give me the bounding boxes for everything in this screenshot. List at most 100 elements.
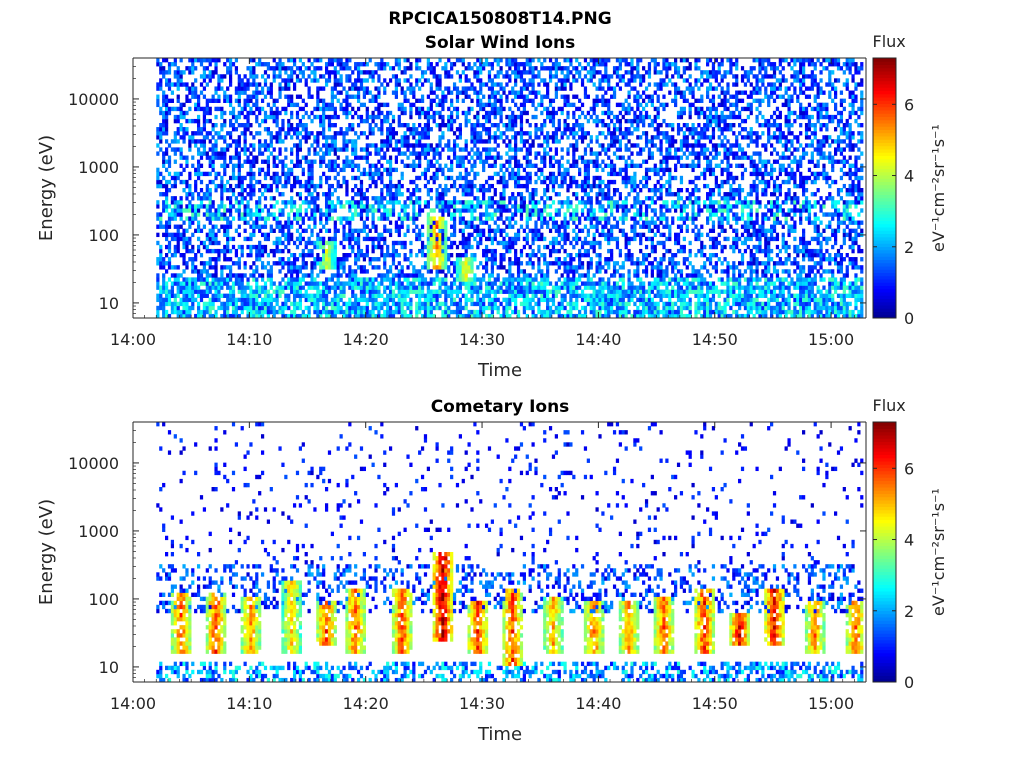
spectrogram-cell	[292, 289, 297, 294]
spectrogram-cell	[214, 309, 218, 315]
spectrogram-cell	[531, 102, 535, 108]
spectrogram-cell	[176, 127, 180, 132]
spectrogram-cell	[479, 123, 483, 128]
spectrogram-cell	[514, 123, 518, 128]
spectrogram-cell	[319, 106, 323, 112]
spectrogram-cell	[226, 240, 230, 246]
spectrogram-cell	[525, 293, 529, 298]
spectrogram-cell	[368, 151, 372, 156]
spectrogram-cell	[231, 293, 236, 298]
spectrogram-cell	[391, 273, 396, 278]
spectrogram-cell	[316, 94, 320, 99]
spectrogram-cell	[531, 196, 535, 201]
spectrogram-cell	[397, 58, 401, 63]
spectrogram-cell	[388, 289, 393, 294]
spectrogram-cell	[377, 244, 381, 250]
spectrogram-cell	[316, 183, 320, 189]
spectrogram-cell	[368, 175, 372, 181]
spectrogram-cell	[406, 289, 410, 294]
spectrogram-cell	[327, 78, 332, 83]
spectrogram-cell	[412, 289, 416, 294]
spectrogram-cell	[546, 289, 550, 294]
spectrogram-cell	[301, 127, 305, 132]
spectrogram-cell	[371, 293, 375, 298]
spectrogram-cell	[237, 232, 241, 238]
spectrogram-cell	[383, 285, 387, 290]
spectrogram-cell	[543, 204, 547, 209]
spectrogram-cell	[351, 248, 355, 254]
spectrogram-cell	[528, 253, 532, 258]
spectrogram-cell	[487, 228, 492, 233]
spectrogram-cell	[281, 183, 285, 189]
spectrogram-cell	[188, 305, 192, 311]
spectrogram-cell	[345, 110, 349, 116]
spectrogram-cell	[473, 253, 477, 258]
spectrogram-cell	[388, 135, 393, 140]
spectrogram-cell	[223, 62, 227, 67]
spectrogram-cell	[249, 175, 253, 181]
spectrogram-cell	[202, 123, 207, 128]
spectrogram-cell	[307, 253, 311, 258]
spectrogram-cell	[208, 289, 212, 294]
spectrogram-cell	[316, 114, 320, 120]
spectrogram-cell	[202, 281, 207, 286]
spectrogram-cell	[345, 98, 349, 103]
spectrogram-cell	[162, 151, 166, 156]
spectrogram-cell	[412, 167, 416, 173]
spectrogram-cell	[249, 212, 253, 217]
spectrogram-cell	[484, 110, 489, 116]
spectrogram-cell	[170, 183, 175, 189]
spectrogram-cell	[287, 175, 291, 181]
spectrogram-cell	[223, 212, 227, 217]
spectrogram-cell	[252, 159, 256, 164]
spectrogram-cell	[249, 301, 253, 307]
spectrogram-cell	[246, 285, 250, 290]
spectrogram-cell	[458, 277, 462, 282]
spectrogram-cell	[429, 236, 433, 242]
spectrogram-cell	[377, 94, 381, 99]
spectrogram-cell	[499, 261, 503, 266]
spectrogram-cell	[531, 98, 535, 103]
spectrogram-cell	[234, 297, 239, 303]
spectrogram-cell	[516, 167, 521, 173]
spectrogram-cell	[156, 86, 160, 91]
spectrogram-cell	[388, 285, 393, 290]
spectrogram-cell	[354, 212, 358, 217]
spectrogram-cell	[327, 118, 332, 124]
spectrogram-cell	[548, 305, 553, 311]
spectrogram-cell	[397, 305, 401, 311]
spectrogram-cell	[310, 143, 314, 148]
spectrogram-cell	[205, 171, 209, 177]
spectrogram-cell	[418, 131, 422, 136]
spectrogram-cell	[258, 273, 262, 278]
spectrogram-cell	[354, 313, 358, 319]
spectrogram-cell	[159, 285, 163, 290]
spectrogram-cell	[397, 188, 401, 193]
spectrogram-cell	[525, 289, 529, 294]
spectrogram-cell	[359, 212, 364, 217]
spectrogram-cell	[426, 305, 430, 311]
spectrogram-cell	[406, 127, 410, 132]
spectrogram-cell	[339, 273, 343, 278]
spectrogram-cell	[522, 285, 526, 290]
spectrogram-cell	[339, 285, 343, 290]
spectrogram-cell	[295, 236, 300, 242]
spectrogram-cell	[528, 175, 532, 181]
spectrogram-cell	[394, 253, 398, 258]
spectrogram-cell	[371, 110, 375, 116]
spectrogram-cell	[493, 123, 497, 128]
spectrogram-cell	[371, 216, 375, 221]
spectrogram-cell	[167, 179, 172, 185]
spectrogram-cell	[356, 309, 361, 315]
spectrogram-cell	[266, 305, 271, 311]
spectrogram-cell	[528, 82, 532, 87]
spectrogram-cell	[342, 204, 346, 209]
spectrogram-cell	[240, 212, 244, 217]
spectrogram-cell	[182, 244, 186, 250]
spectrogram-cell	[514, 143, 518, 148]
spectrogram-cell	[359, 147, 364, 152]
spectrogram-cell	[455, 159, 460, 164]
spectrogram-cell	[196, 131, 201, 136]
spectrogram-cell	[266, 232, 271, 238]
spectrogram-cell	[502, 265, 506, 270]
